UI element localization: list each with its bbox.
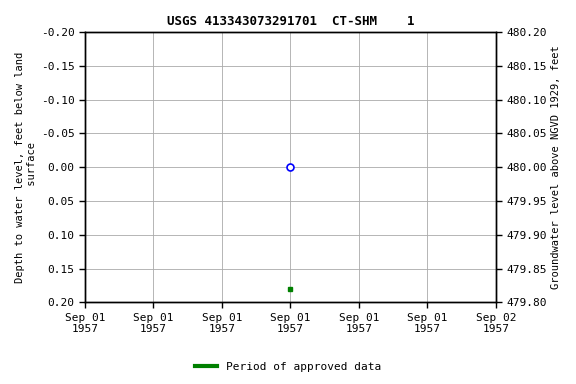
- Title: USGS 413343073291701  CT-SHM    1: USGS 413343073291701 CT-SHM 1: [166, 15, 414, 28]
- Y-axis label: Depth to water level, feet below land
 surface: Depth to water level, feet below land su…: [15, 51, 37, 283]
- Y-axis label: Groundwater level above NGVD 1929, feet: Groundwater level above NGVD 1929, feet: [551, 45, 561, 289]
- Legend: Period of approved data: Period of approved data: [191, 358, 385, 377]
